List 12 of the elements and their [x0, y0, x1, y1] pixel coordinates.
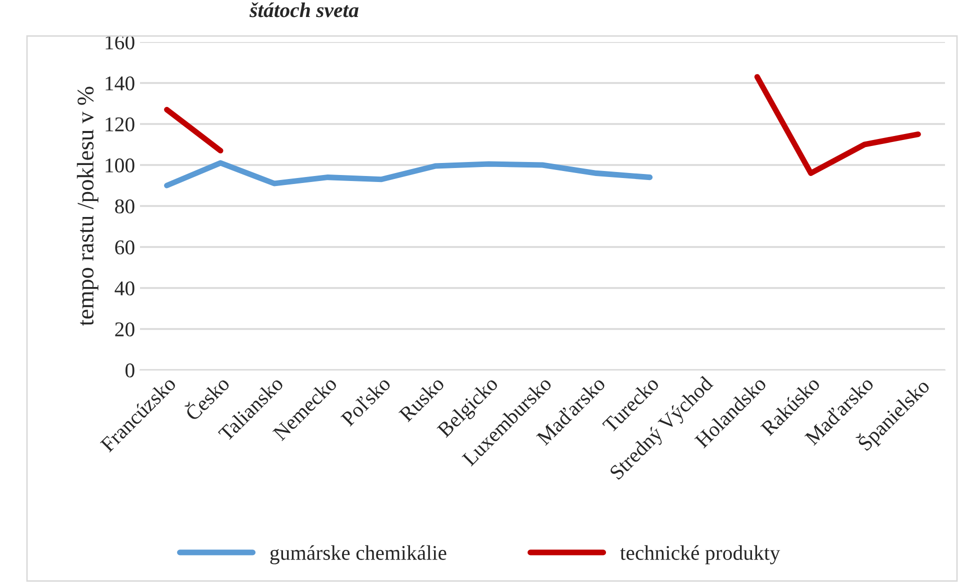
y-tick-label: 20	[115, 322, 134, 336]
chart-title: štátoch sveta	[249, 2, 358, 18]
legend-label: gumárske chemikálie	[270, 545, 446, 564]
y-tick-label: 140	[106, 76, 134, 90]
y-tick-label: 80	[115, 199, 134, 214]
y-tick-label: 60	[115, 240, 134, 254]
legend-label: technické produkty	[620, 545, 780, 564]
y-tick-label: 0	[126, 363, 134, 378]
y-axis-title: tempo rastu /poklesu v %	[76, 86, 98, 326]
y-tick-label: 100	[106, 158, 134, 172]
y-tick-label: 40	[114, 281, 134, 296]
y-tick-label: 120	[106, 117, 134, 132]
